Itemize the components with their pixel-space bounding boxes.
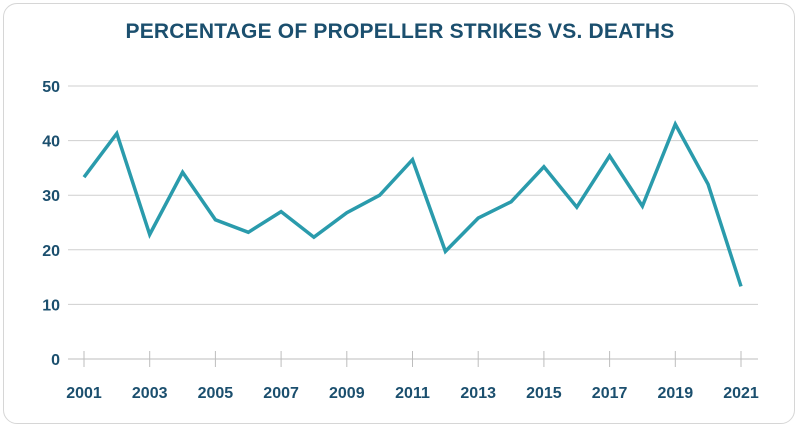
y-tick-label: 10 — [42, 297, 60, 314]
y-tick-label: 20 — [42, 243, 60, 260]
y-tick-label: 30 — [42, 188, 60, 205]
series-line — [82, 120, 743, 287]
x-tick-label: 2013 — [460, 385, 496, 402]
series-lines — [82, 120, 743, 287]
x-tick-label: 2007 — [263, 385, 299, 402]
chart-frame — [3, 3, 795, 424]
x-tick-label: 2003 — [132, 385, 168, 402]
y-axis: 0 10 20 30 40 50 — [42, 79, 60, 369]
x-tick-label: 2017 — [592, 385, 628, 402]
y-tick-label: 40 — [42, 134, 60, 151]
x-tick-label: 2011 — [395, 385, 430, 402]
x-tick-label: 2015 — [526, 385, 562, 402]
y-tick-label: 0 — [51, 352, 60, 369]
x-tick-label: 2021 — [723, 385, 759, 402]
x-tick-label: 2005 — [198, 385, 234, 402]
x-tick-label: 2009 — [329, 385, 365, 402]
x-tick-label: 2001 — [66, 385, 102, 402]
x-axis: 2001 2003 2005 2007 2009 2011 2013 2015 2017 2019… — [66, 351, 759, 402]
y-tick-label: 50 — [42, 79, 60, 96]
chart-title: PERCENTAGE OF PROPELLER STRIKES VS. DEAT… — [125, 20, 675, 43]
gridlines — [68, 85, 758, 360]
x-tick-label: 2019 — [658, 385, 694, 402]
